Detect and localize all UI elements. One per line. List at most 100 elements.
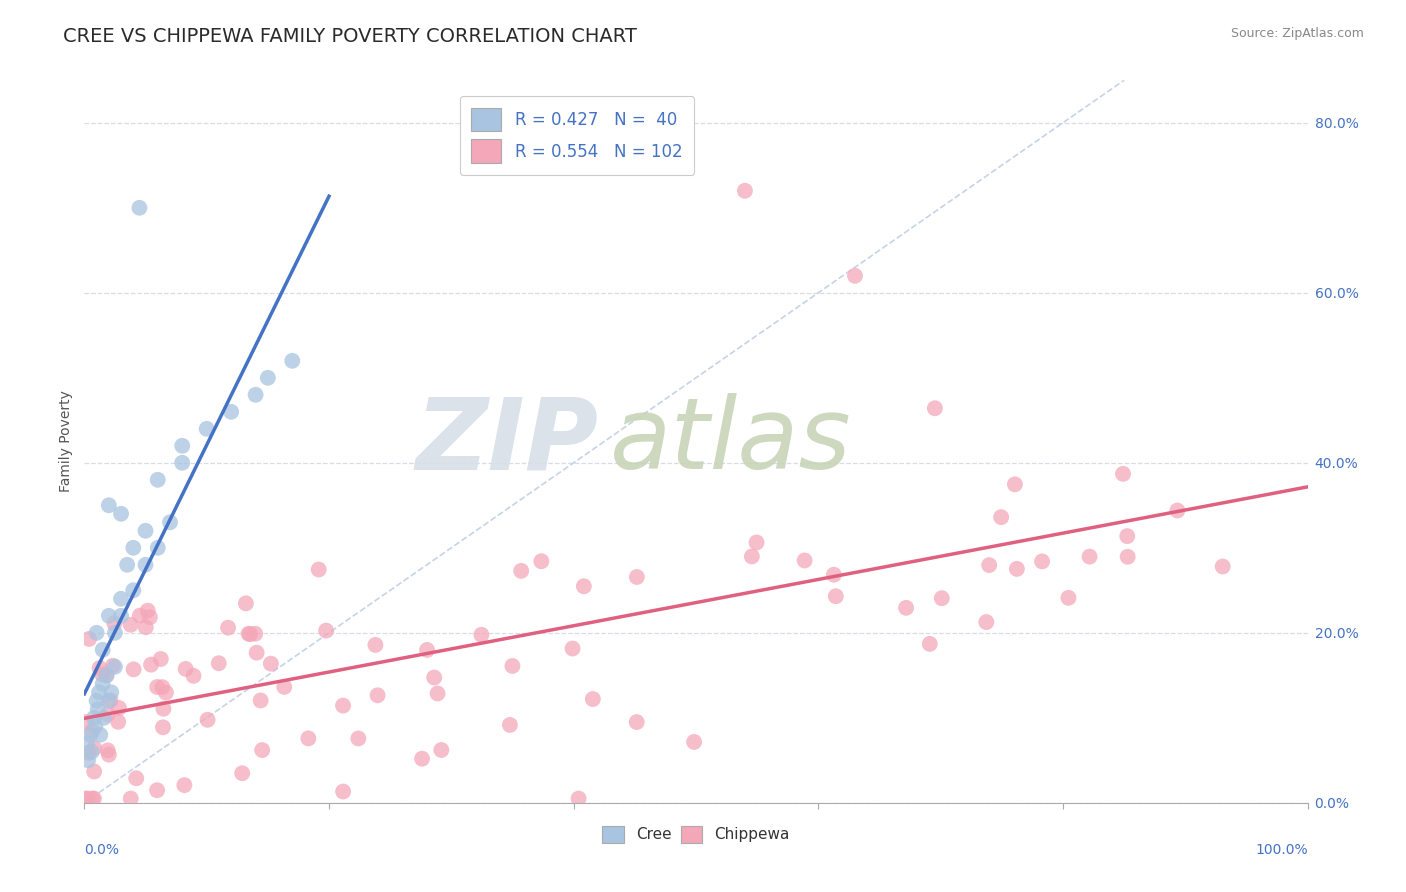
Point (924, 401, 946, 416)
Point (128, 201, 150, 215)
Point (100, 693, 122, 707)
Point (1078, 549, 1101, 564)
Point (89, 728, 111, 742)
Point (499, 718, 522, 732)
Point (470, 628, 492, 642)
Point (239, 627, 262, 641)
Point (1057, 591, 1080, 605)
Point (100, 685, 122, 699)
Point (135, 620, 157, 634)
Point (741, 549, 763, 564)
Point (125, 772, 148, 786)
Point (79, 728, 101, 742)
Point (281, 353, 304, 368)
Point (83, 741, 105, 756)
Point (572, 579, 595, 593)
Point (101, 658, 124, 673)
Point (894, 600, 917, 615)
Point (734, 184, 756, 198)
Point (104, 660, 127, 674)
Point (1004, 477, 1026, 491)
Point (110, 591, 132, 606)
Y-axis label: Family Poverty: Family Poverty (59, 391, 73, 492)
Point (411, 752, 433, 766)
Point (77, 753, 100, 767)
Point (93, 711, 115, 725)
Legend: Cree, Chippewa: Cree, Chippewa (596, 820, 796, 849)
Point (249, 693, 271, 707)
Text: 100.0%: 100.0% (1256, 843, 1308, 856)
Point (83, 764, 105, 779)
Point (110, 507, 132, 521)
Point (152, 720, 174, 734)
Point (146, 541, 169, 555)
Point (197, 713, 219, 727)
Point (568, 791, 591, 805)
Point (250, 743, 273, 757)
Point (683, 735, 706, 749)
Point (582, 692, 605, 706)
Point (430, 743, 453, 757)
Point (139, 657, 162, 672)
Point (824, 589, 846, 603)
Point (155, 685, 177, 699)
Point (1031, 554, 1053, 568)
Point (97, 498, 120, 512)
Point (136, 604, 159, 618)
Text: ZIP: ZIP (415, 393, 598, 490)
Point (626, 570, 648, 584)
Point (149, 652, 172, 666)
Point (990, 510, 1012, 524)
Point (260, 657, 283, 671)
Text: atlas: atlas (610, 393, 852, 490)
Point (97, 747, 120, 762)
Point (159, 516, 181, 530)
Point (173, 778, 195, 792)
Point (1005, 562, 1028, 576)
Text: CREE VS CHIPPEWA FAMILY POVERTY CORRELATION CHART: CREE VS CHIPPEWA FAMILY POVERTY CORRELAT… (63, 27, 637, 45)
Point (501, 659, 523, 673)
Point (364, 638, 387, 652)
Point (139, 610, 162, 624)
Point (150, 680, 173, 694)
Point (97, 608, 120, 623)
Point (561, 641, 583, 656)
Point (91, 642, 114, 657)
Point (104, 625, 127, 640)
Point (87, 702, 110, 716)
Point (183, 669, 205, 683)
Point (231, 766, 253, 780)
Point (108, 701, 131, 715)
Point (84, 719, 107, 733)
Point (120, 791, 142, 805)
Point (97, 694, 120, 708)
Text: 0.0%: 0.0% (84, 843, 120, 856)
Point (510, 564, 533, 578)
Point (174, 662, 197, 676)
Point (75, 715, 97, 730)
Point (257, 371, 280, 385)
Point (416, 643, 439, 657)
Point (77, 632, 100, 646)
Point (238, 626, 260, 640)
Point (146, 783, 169, 797)
Point (246, 646, 269, 660)
Point (89, 661, 111, 675)
Point (83, 791, 105, 805)
Point (1212, 559, 1234, 574)
Point (146, 473, 169, 487)
Point (82, 791, 104, 805)
Point (75, 791, 97, 805)
Point (80, 745, 103, 759)
Point (745, 535, 768, 549)
Point (82, 724, 104, 739)
Point (87, 685, 110, 699)
Text: Source: ZipAtlas.com: Source: ZipAtlas.com (1230, 27, 1364, 40)
Point (1112, 467, 1135, 481)
Point (128, 608, 150, 623)
Point (83, 711, 105, 725)
Point (823, 567, 845, 582)
Point (107, 714, 129, 729)
Point (146, 680, 169, 694)
Point (626, 714, 648, 729)
